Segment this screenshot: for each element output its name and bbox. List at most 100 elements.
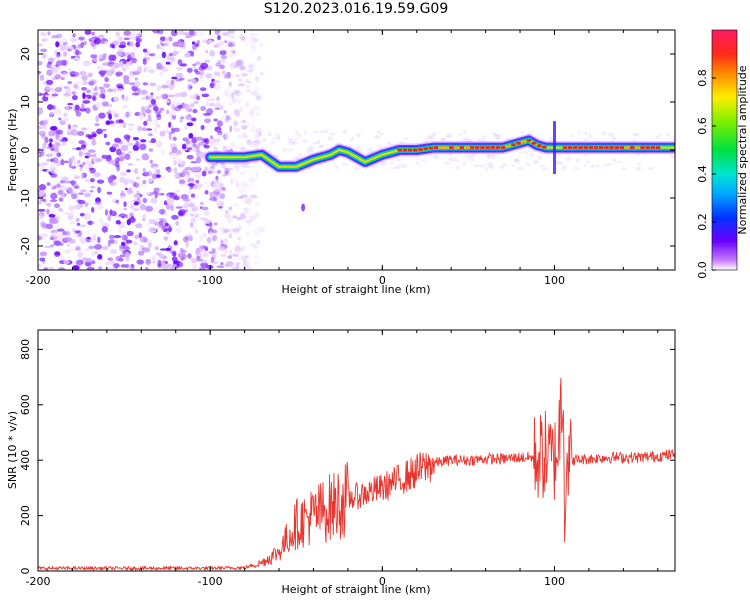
noise-blob: [108, 239, 116, 244]
noise-blob: [168, 121, 172, 128]
halo-blob: [457, 132, 463, 136]
halo-blob: [616, 160, 622, 163]
noise-blob: [56, 152, 62, 158]
noise-blob: [123, 207, 127, 211]
noise-blob: [240, 194, 248, 199]
halo-blob: [404, 136, 409, 140]
halo-blob: [588, 133, 594, 139]
noise-blob: [97, 66, 103, 71]
noise-blob: [65, 230, 71, 236]
noise-blob: [71, 147, 78, 151]
noise-blob: [90, 185, 96, 189]
halo-blob: [390, 160, 394, 165]
noise-blob: [50, 166, 56, 174]
noise-blob: [68, 205, 75, 212]
noise-blob: [222, 133, 229, 140]
noise-blob: [94, 243, 103, 250]
noise-blob: [174, 189, 181, 193]
noise-blob: [82, 62, 90, 67]
noise-blob: [57, 189, 64, 196]
noise-blob: [96, 179, 105, 184]
noise-blob: [122, 104, 128, 109]
noise-blob: [88, 149, 96, 153]
halo-blob: [355, 132, 361, 138]
noise-blob: [85, 107, 91, 114]
halo-blob: [428, 134, 435, 139]
ridge-core: [614, 146, 619, 149]
noise-blob: [122, 121, 127, 129]
noise-blob: [204, 73, 213, 79]
noise-blob: [91, 250, 96, 257]
noise-blob: [212, 80, 216, 84]
ridge-core: [464, 146, 470, 149]
noise-blob: [68, 247, 74, 252]
noise-blob: [101, 226, 109, 233]
noise-blob: [162, 40, 170, 47]
noise-blob: [254, 132, 261, 138]
halo-blob: [604, 163, 608, 167]
ridge-core: [650, 146, 656, 149]
noise-blob: [241, 255, 249, 259]
noise-blob: [55, 53, 62, 58]
noise-blob: [253, 141, 262, 148]
noise-blob: [218, 182, 225, 187]
noise-blob: [159, 93, 167, 100]
noise-blob: [217, 120, 223, 128]
noise-blob: [86, 266, 95, 270]
noise-blob: [49, 217, 54, 224]
ridge-blob: [301, 203, 306, 212]
noise-blob: [77, 192, 84, 195]
noise-blob: [107, 177, 113, 184]
halo-blob: [479, 164, 486, 168]
noise-blob: [189, 94, 194, 100]
noise-blob: [170, 153, 179, 160]
halo-blob: [547, 137, 555, 142]
y-tick-label: -20: [19, 237, 32, 255]
ridge-core: [583, 146, 588, 149]
noise-blob: [225, 260, 234, 267]
y-tick-label: 400: [19, 450, 32, 471]
noise-blob: [97, 205, 104, 210]
noise-blob: [159, 40, 163, 46]
noise-blob: [136, 259, 145, 265]
noise-blob: [135, 176, 141, 180]
noise-blob: [115, 255, 122, 262]
noise-blob: [229, 188, 233, 195]
noise-blob: [124, 187, 128, 191]
halo-blob: [297, 152, 303, 156]
noise-blob: [50, 237, 55, 240]
noise-blob: [237, 121, 244, 127]
noise-blob: [88, 167, 94, 171]
noise-blob: [115, 199, 119, 204]
noise-blob: [228, 170, 232, 177]
noise-blob: [235, 74, 240, 78]
noise-blob: [69, 221, 76, 225]
noise-blob: [199, 267, 206, 270]
noise-blob: [189, 86, 193, 89]
colorbar: 0.0 0.2 0.4 0.6 0.8 Normalized spectral ampl…: [696, 29, 749, 279]
noise-blob: [102, 245, 109, 251]
noise-blob: [79, 166, 83, 172]
halo-blob: [559, 161, 564, 166]
noise-blob: [213, 118, 218, 122]
noise-blob: [38, 163, 41, 167]
noise-blob: [135, 190, 140, 194]
noise-blob: [54, 203, 60, 209]
noise-blob: [104, 40, 110, 44]
halo-blob: [318, 144, 324, 148]
noise-blob: [213, 84, 221, 91]
halo-blob: [367, 148, 374, 151]
halo-blob: [285, 148, 293, 151]
noise-blob: [191, 41, 196, 45]
halo-blob: [261, 138, 268, 142]
ridge-core: [449, 146, 454, 149]
noise-blob: [248, 70, 254, 74]
noise-blob: [219, 246, 227, 252]
halo-blob: [476, 138, 483, 142]
noise-blob: [129, 36, 137, 41]
noise-blob: [167, 168, 174, 173]
noise-blob: [39, 257, 46, 262]
noise-blob: [200, 106, 207, 112]
halo-blob: [217, 131, 222, 135]
noise-blob: [93, 172, 102, 178]
